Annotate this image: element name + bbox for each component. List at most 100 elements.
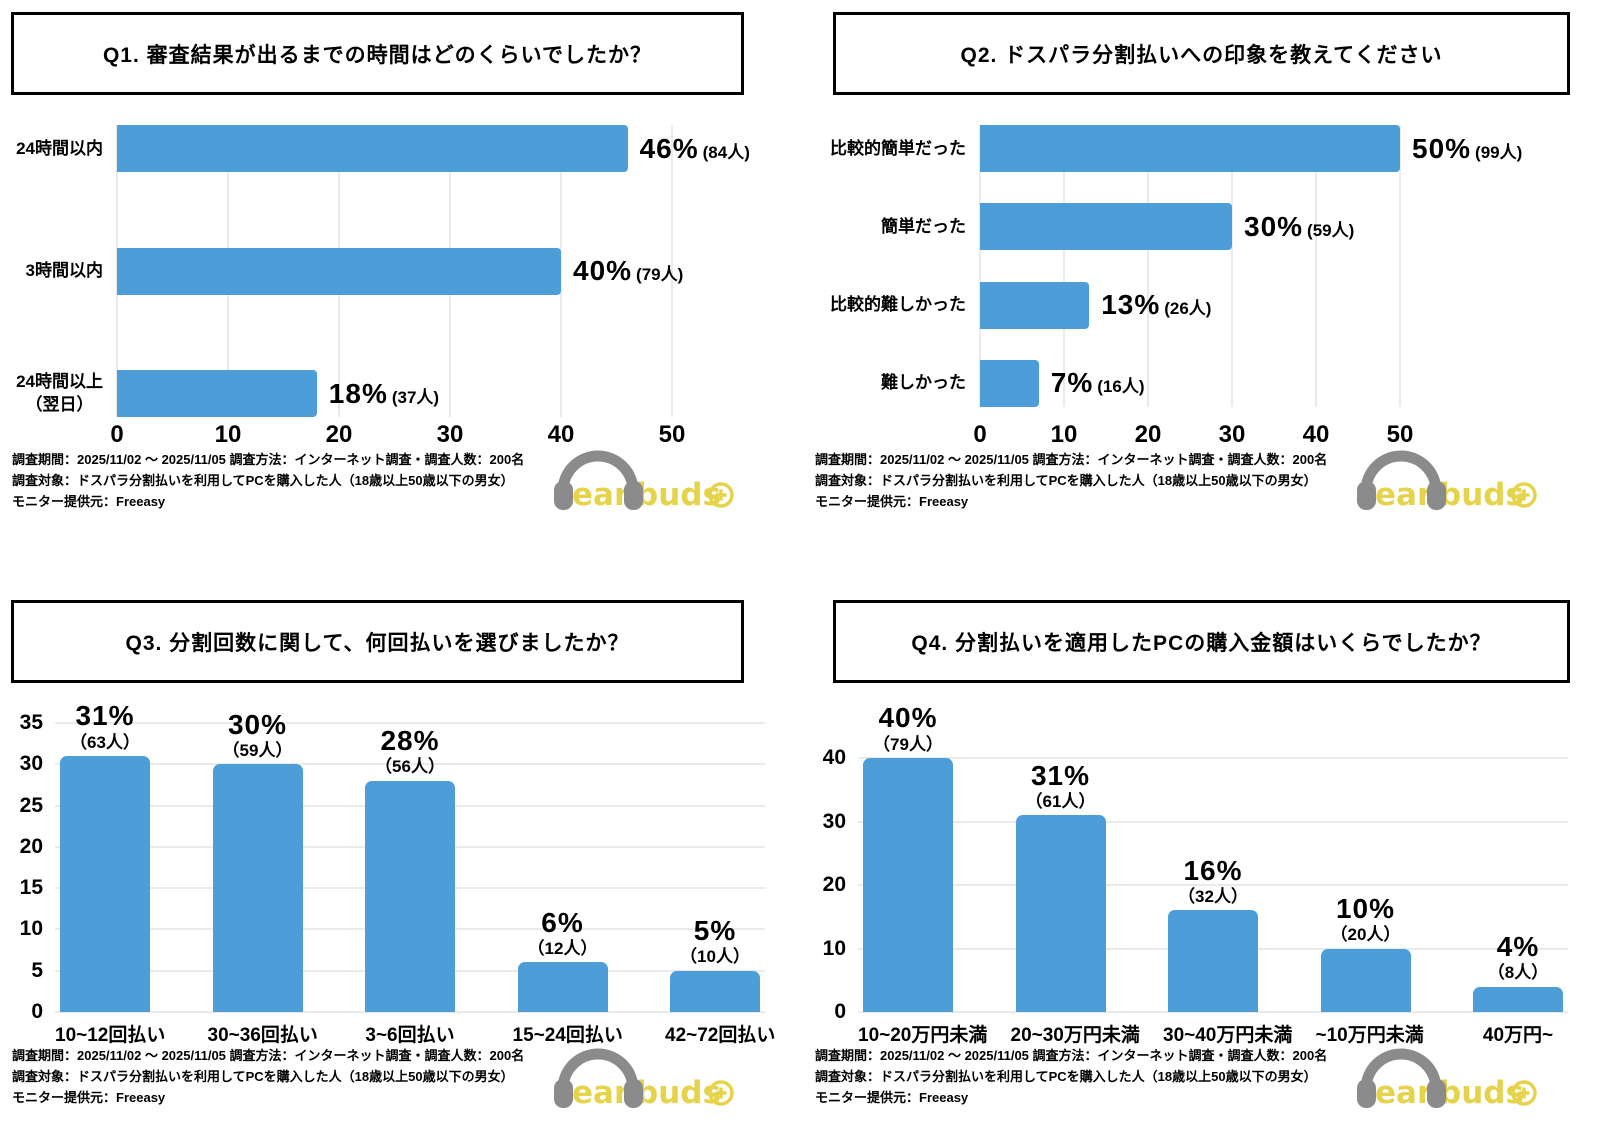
bar bbox=[365, 780, 455, 1012]
bar: 13% (26人) bbox=[980, 281, 1211, 329]
value-label: 28% （56人） bbox=[375, 725, 445, 778]
count-label: （10人） bbox=[680, 947, 750, 967]
percent-label: 16% bbox=[1183, 854, 1243, 886]
count-label: (37人) bbox=[391, 387, 440, 407]
bar-row: 3時間以内 40% (79人) bbox=[26, 247, 683, 295]
x-axis-tick-label: 40 bbox=[547, 421, 575, 448]
count-label: （79人） bbox=[873, 734, 943, 754]
footer-line: 調査期間：2025/11/02 ～ 2025/11/05 調査方法：インターネッ… bbox=[815, 1048, 1328, 1063]
x-axis-tick-label: 50 bbox=[658, 421, 686, 448]
category-label: 24時間以上 （翌日） bbox=[16, 371, 103, 415]
footer-line: 調査対象：ドスパラ分割払いを利用してPCを購入した人（18歳以上50歳以下の男女… bbox=[12, 473, 514, 488]
logo-word-ear: ear bbox=[572, 1075, 630, 1111]
logo-word-buds: buds bbox=[1439, 477, 1524, 513]
logo-word-ear: ear bbox=[1375, 1075, 1433, 1111]
bars-container: 24時間以内 46% (84人) 3時間以内 40% (79人) 24時間以上 （翌日） 18… bbox=[16, 125, 750, 417]
footer-line: 調査対象：ドスパラ分割払いを利用してPCを購入した人（18歳以上50歳以下の男女… bbox=[815, 473, 1317, 488]
bar bbox=[1320, 948, 1411, 1012]
value-label: 13% (26人) bbox=[1101, 289, 1211, 321]
bars-container: 40% （79人） 31% （61人） 16% （32人） 10% （20人） 4% （8人） bbox=[858, 702, 1568, 1012]
gridline bbox=[1315, 125, 1317, 407]
x-axis-tick-label: 50 bbox=[1386, 421, 1414, 448]
gridline bbox=[858, 884, 1568, 886]
logo-word-buds: buds bbox=[636, 477, 721, 513]
earbuds-logo: ear buds bbox=[1355, 447, 1540, 518]
headphone-earpad-right bbox=[1427, 481, 1446, 510]
count-label: (79人) bbox=[636, 265, 684, 284]
gridline bbox=[55, 722, 765, 724]
bar: 30% (59人) bbox=[980, 203, 1354, 251]
chart-plot-q1: 24時間以内 46% (84人) 3時間以内 40% (79人) 24時間以上 （翌日） 18… bbox=[16, 125, 750, 417]
logo-word-ear: ear bbox=[572, 477, 630, 513]
chart-plot-q2: 比較的簡単だった 50% (99人) 簡単だった 30% (59人) 比較的難しかった 13%… bbox=[830, 125, 1522, 407]
x-axis-tick-label: 20 bbox=[1134, 421, 1162, 448]
category-label: ~10万円未満 bbox=[1315, 1025, 1424, 1046]
survey-footer-q2: 調査期間：2025/11/02 ～ 2025/11/05 調査方法：インターネッ… bbox=[815, 449, 1327, 512]
headphone-earpad-right bbox=[624, 481, 643, 510]
logo-word-buds: buds bbox=[1439, 1075, 1524, 1111]
percent-label: 7% bbox=[1050, 367, 1094, 399]
plus-icon bbox=[1511, 482, 1537, 508]
y-axis-tick-label: 35 bbox=[19, 711, 43, 734]
category-label: 10~20万円未満 bbox=[858, 1025, 988, 1046]
survey-footer-q4: 調査期間：2025/11/02 ～ 2025/11/05 調査方法：インターネッ… bbox=[815, 1045, 1327, 1108]
question-title-box-q3: Q3. 分割回数に関して、何回払いを選びましたか？ bbox=[11, 600, 744, 683]
category-label: 比較的簡単だった bbox=[830, 138, 966, 158]
headphone-earpad-right bbox=[1427, 1079, 1446, 1108]
gridline bbox=[671, 125, 673, 417]
x-axis-tick-label: 30 bbox=[1218, 421, 1246, 448]
earbuds-logo-graphic: ear buds bbox=[554, 1048, 734, 1111]
count-label: （63人） bbox=[70, 732, 140, 752]
count-label: （56人） bbox=[375, 757, 445, 777]
bar-column: 31% （61人） bbox=[1011, 758, 1111, 1012]
bar-row: 比較的簡単だった 50% (99人) bbox=[830, 125, 1522, 172]
bar bbox=[60, 756, 150, 1012]
y-axis-tick-label: 20 bbox=[19, 834, 43, 858]
headphone-earpad-left bbox=[554, 1079, 573, 1108]
gridline bbox=[55, 1011, 765, 1013]
plus-icon-circle bbox=[1511, 482, 1537, 508]
category-label: 30~40万円未満 bbox=[1163, 1025, 1293, 1046]
footer-line: 調査期間：2025/11/02 ～ 2025/11/05 調査方法：インターネッ… bbox=[12, 1048, 525, 1063]
bar-column: 5% （10人） bbox=[665, 723, 765, 1012]
percent-label: 13% bbox=[1101, 289, 1161, 321]
value-label: 4% （8人） bbox=[1488, 931, 1548, 984]
bar: 46% (84人) bbox=[117, 125, 750, 172]
percent-label: 31% bbox=[1030, 759, 1091, 791]
plus-icon-circle bbox=[708, 482, 734, 508]
chart-plot-q4: 0 10 20 30 40 40% （79人） 31% （61人） 16% （32人） 10% （20人… bbox=[823, 702, 1568, 1023]
footer-line: 調査期間：2025/11/02 ～ 2025/11/05 調査方法：インターネッ… bbox=[815, 452, 1328, 467]
count-label: （61人） bbox=[1025, 791, 1096, 811]
footer-line: 調査期間：2025/11/02 ～ 2025/11/05 調査方法：インターネッ… bbox=[12, 452, 525, 467]
gridline bbox=[560, 125, 562, 417]
value-label: 31% （61人） bbox=[1026, 760, 1096, 813]
bar: 40% (79人) bbox=[117, 247, 683, 295]
bar bbox=[1015, 815, 1106, 1012]
count-label: (26人) bbox=[1164, 299, 1212, 319]
bar-column: 6% （12人） bbox=[513, 723, 613, 1012]
bar-column: 30% （59人） bbox=[208, 709, 308, 1012]
x-axis-tick-label: 40 bbox=[1302, 421, 1330, 448]
percent-label: 4% bbox=[1496, 931, 1540, 963]
earbuds-logo: ear buds bbox=[1355, 1045, 1540, 1116]
bar-column: 31% （63人） bbox=[55, 700, 155, 1012]
bar-column: 10% （20人） bbox=[1316, 758, 1416, 1012]
category-label: 40万円~ bbox=[1482, 1025, 1554, 1046]
value-label: 50% (99人) bbox=[1412, 133, 1522, 165]
value-label: 31% （63人） bbox=[70, 700, 140, 753]
count-label: （12人） bbox=[527, 939, 598, 959]
earbuds-logo: ear buds bbox=[552, 1045, 737, 1116]
bars-container: 比較的簡単だった 50% (99人) 簡単だった 30% (59人) 比較的難しかった 13%… bbox=[830, 125, 1522, 407]
panel-q1: Q1. 審査結果が出るまでの時間はどのくらいでしたか？ 24時間以内 46% (84… bbox=[0, 0, 803, 564]
bar: 50% (99人) bbox=[980, 125, 1522, 172]
category-label: 3時間以内 bbox=[25, 261, 103, 281]
panel-q3: Q3. 分割回数に関して、何回払いを選びましたか？ 0 5 10 15 20 25 30 35… bbox=[0, 564, 803, 1128]
x-axis-tick-label: 10 bbox=[214, 421, 242, 448]
bar bbox=[1473, 986, 1563, 1012]
x-axis-tick-label: 30 bbox=[436, 421, 464, 448]
percent-label: 40% bbox=[878, 702, 938, 734]
earbuds-logo-graphic: ear buds bbox=[554, 450, 734, 513]
value-label: 10% （20人） bbox=[1331, 893, 1401, 946]
bar: 18% (37人) bbox=[117, 370, 439, 417]
value-label: 30% (59人) bbox=[1244, 211, 1354, 243]
